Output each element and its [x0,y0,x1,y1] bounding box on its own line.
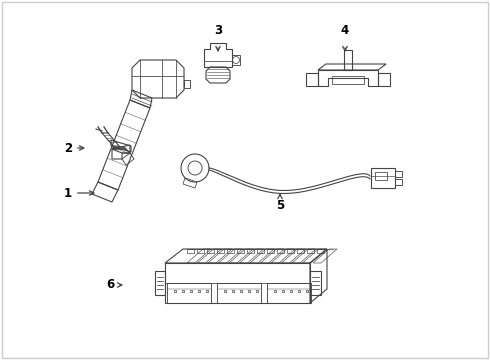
Bar [257,249,264,253]
Bar [317,249,324,253]
Bar [217,283,261,303]
Bar [395,171,402,177]
Bar [297,249,304,253]
Bar [287,249,294,253]
Bar [247,249,254,253]
Text: 4: 4 [341,23,349,36]
Bar [267,283,311,303]
Bar [237,249,244,253]
Text: 1: 1 [64,186,94,199]
Bar [395,179,402,185]
Bar [217,249,224,253]
Bar [307,249,314,253]
Text: 2: 2 [64,141,84,154]
Bar [277,249,284,253]
Bar [267,249,274,253]
Bar [197,249,204,253]
Bar [167,283,211,303]
Text: 5: 5 [276,194,284,212]
Bar [332,76,364,84]
Bar [207,249,214,253]
Text: 6: 6 [106,279,122,292]
Bar [227,249,234,253]
Text: 3: 3 [214,23,222,36]
Bar [375,172,387,180]
Bar [371,168,395,188]
Bar [187,249,194,253]
